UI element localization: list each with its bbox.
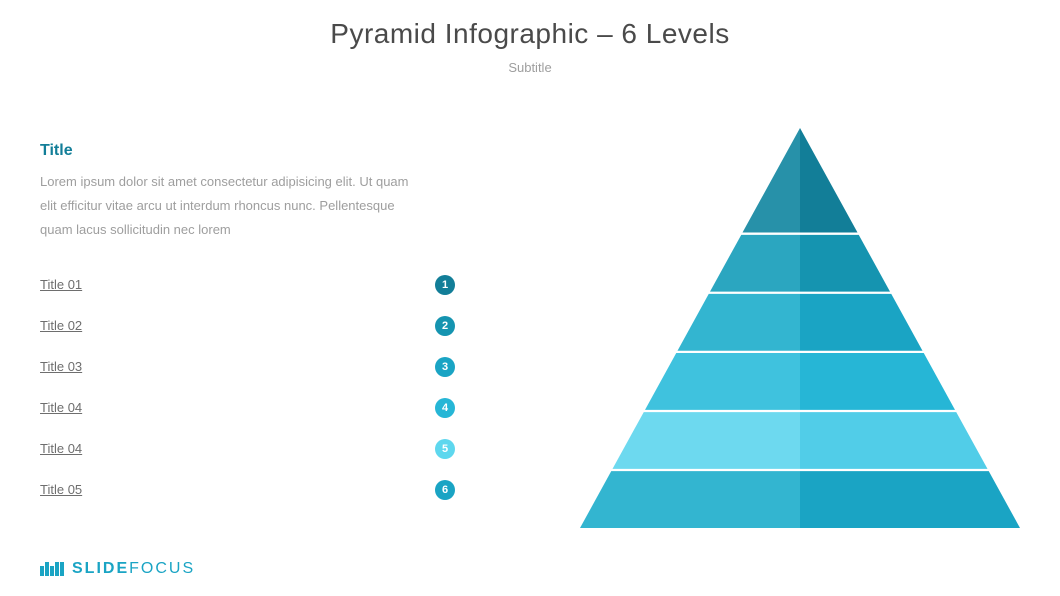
legend-number-badge: 6 — [435, 480, 455, 500]
legend-row: Title 05 6 — [40, 469, 455, 510]
pyramid-level-right — [800, 294, 923, 351]
legend-number-badge: 4 — [435, 398, 455, 418]
pyramid-level-left — [645, 353, 800, 410]
legend-number-badge: 2 — [435, 316, 455, 336]
page-subtitle: Subtitle — [0, 60, 1060, 75]
legend-label: Title 03 — [40, 359, 82, 374]
pyramid-level-left — [710, 235, 800, 292]
brand-bar — [45, 562, 49, 576]
legend-row: Title 01 1 — [40, 264, 455, 305]
pyramid-level-left — [678, 294, 801, 351]
pyramid-level-right — [800, 128, 858, 233]
content-panel: Title Lorem ipsum dolor sit amet consect… — [40, 142, 470, 510]
brand-text-light: FOCUS — [129, 560, 195, 577]
legend-label: Title 02 — [40, 318, 82, 333]
pyramid-level-left — [580, 471, 800, 528]
brand-text-bold: SLIDE — [72, 560, 129, 577]
legend-label: Title 04 — [40, 400, 82, 415]
legend-row: Title 04 5 — [40, 428, 455, 469]
pyramid-level-right — [800, 412, 988, 469]
legend-number-badge: 3 — [435, 357, 455, 377]
legend-label: Title 01 — [40, 277, 82, 292]
brand-bars-icon — [40, 562, 64, 576]
legend-number-badge: 5 — [435, 439, 455, 459]
pyramid-level-right — [800, 471, 1020, 528]
pyramid-level-right — [800, 235, 890, 292]
legend-label: Title 04 — [40, 441, 82, 456]
header: Pyramid Infographic – 6 Levels Subtitle — [0, 0, 1060, 75]
legend-row: Title 04 4 — [40, 387, 455, 428]
section-body: Lorem ipsum dolor sit amet consectetur a… — [40, 170, 420, 242]
pyramid-svg — [580, 128, 1020, 528]
legend-row: Title 02 2 — [40, 305, 455, 346]
brand-bar — [50, 566, 54, 576]
section-title: Title — [40, 142, 470, 160]
pyramid-level-right — [800, 353, 955, 410]
brand-bar — [55, 562, 59, 576]
legend-number-badge: 1 — [435, 275, 455, 295]
pyramid-level-left — [743, 128, 801, 233]
brand-bar — [60, 562, 64, 576]
pyramid-chart — [580, 128, 1020, 533]
brand-logo: SLIDEFOCUS — [40, 560, 195, 578]
pyramid-level-left — [613, 412, 801, 469]
page-title: Pyramid Infographic – 6 Levels — [0, 18, 1060, 50]
brand-bar — [40, 566, 44, 576]
brand-text: SLIDEFOCUS — [72, 560, 195, 578]
legend-label: Title 05 — [40, 482, 82, 497]
legend-row: Title 03 3 — [40, 346, 455, 387]
legend-list: Title 011Title 022Title 033Title 044Titl… — [40, 264, 470, 510]
